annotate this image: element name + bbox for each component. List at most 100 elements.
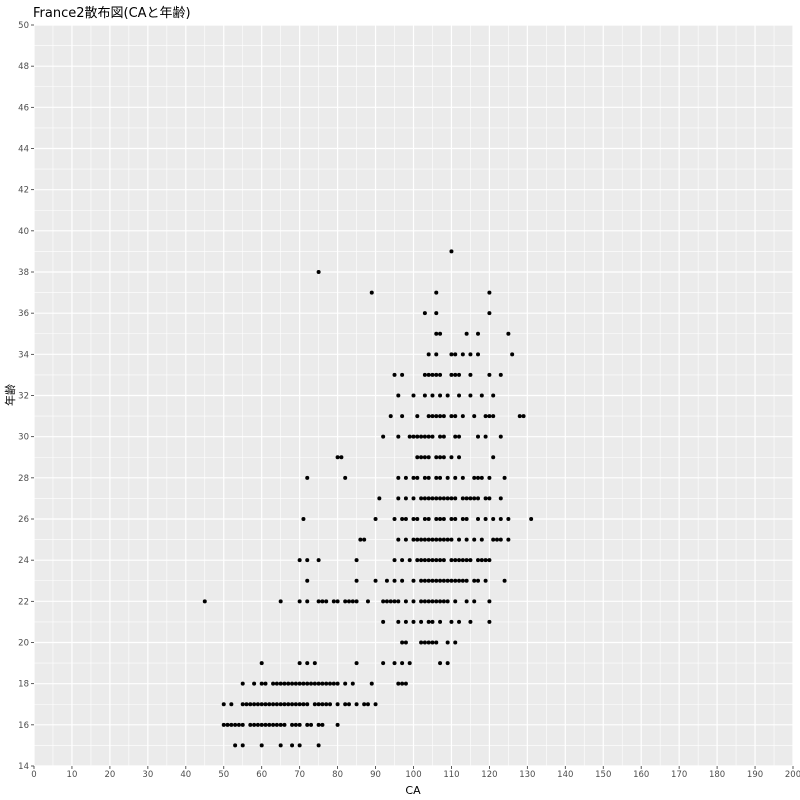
- data-point: [441, 558, 446, 563]
- data-point: [453, 372, 458, 377]
- data-point: [400, 372, 405, 377]
- data-point: [460, 475, 465, 480]
- data-point: [343, 475, 348, 480]
- data-point: [449, 619, 454, 624]
- y-tick-label: 28: [18, 474, 29, 484]
- data-point: [278, 599, 283, 604]
- data-point: [434, 455, 439, 460]
- data-point: [498, 372, 503, 377]
- data-point: [453, 599, 458, 604]
- data-point: [426, 619, 431, 624]
- data-point: [434, 475, 439, 480]
- data-point: [392, 558, 397, 563]
- data-point: [373, 517, 378, 521]
- data-point: [400, 558, 405, 563]
- data-point: [316, 743, 321, 748]
- data-point: [483, 558, 488, 563]
- data-point: [422, 372, 427, 377]
- data-point: [494, 537, 499, 542]
- data-point: [434, 640, 439, 645]
- data-point: [502, 475, 507, 480]
- data-point: [293, 722, 298, 727]
- y-tick-label: 24: [18, 556, 29, 566]
- data-point: [392, 578, 397, 583]
- data-point: [354, 661, 359, 666]
- data-point: [468, 393, 473, 398]
- y-axis-title: 年齢: [3, 384, 17, 406]
- data-point: [381, 619, 386, 624]
- data-point: [479, 393, 484, 398]
- data-point: [449, 517, 454, 521]
- data-point: [510, 352, 515, 357]
- data-point: [301, 681, 306, 686]
- data-point: [479, 537, 484, 542]
- data-point: [328, 702, 333, 707]
- data-point: [441, 517, 446, 521]
- data-point: [438, 393, 443, 398]
- data-point: [483, 414, 488, 419]
- data-point: [274, 722, 279, 727]
- data-point: [309, 681, 314, 686]
- data-point: [346, 702, 351, 707]
- y-tick-label: 40: [18, 227, 29, 237]
- x-tick-label: 120: [481, 770, 497, 780]
- data-point: [453, 640, 458, 645]
- data-point: [221, 702, 226, 707]
- data-point: [438, 558, 443, 563]
- data-point: [419, 640, 424, 645]
- data-point: [392, 517, 397, 521]
- data-point: [434, 517, 439, 521]
- data-point: [476, 578, 481, 583]
- data-point: [434, 414, 439, 419]
- data-point: [259, 661, 264, 666]
- data-point: [426, 496, 431, 501]
- data-point: [255, 722, 260, 727]
- data-point: [282, 681, 287, 686]
- data-point: [396, 393, 401, 398]
- data-point: [476, 517, 481, 521]
- data-point: [362, 702, 367, 707]
- data-point: [381, 661, 386, 666]
- y-tick-label: 50: [18, 21, 29, 31]
- data-point: [331, 681, 336, 686]
- data-point: [457, 619, 462, 624]
- data-point: [252, 681, 257, 686]
- data-point: [487, 599, 492, 604]
- data-point: [335, 722, 340, 727]
- data-point: [415, 517, 420, 521]
- data-point: [438, 331, 443, 336]
- data-point: [290, 722, 295, 727]
- data-point: [453, 434, 458, 439]
- data-point: [422, 578, 427, 583]
- data-point: [472, 414, 477, 419]
- data-point: [476, 331, 481, 336]
- data-point: [438, 455, 443, 460]
- data-point: [290, 743, 295, 748]
- data-point: [301, 517, 306, 521]
- x-axis-title: CA: [405, 784, 421, 797]
- data-point: [240, 681, 245, 686]
- x-tick-label: 180: [709, 770, 725, 780]
- data-point: [422, 599, 427, 604]
- data-point: [297, 599, 302, 604]
- data-point: [316, 599, 321, 604]
- data-point: [324, 599, 329, 604]
- data-point: [491, 537, 496, 542]
- data-point: [271, 702, 276, 707]
- data-point: [400, 681, 405, 686]
- data-point: [468, 372, 473, 377]
- data-point: [464, 558, 469, 563]
- data-point: [438, 414, 443, 419]
- data-point: [472, 475, 477, 480]
- data-point: [384, 599, 389, 604]
- data-point: [221, 722, 226, 727]
- data-point: [457, 372, 462, 377]
- data-point: [498, 434, 503, 439]
- data-point: [229, 722, 234, 727]
- y-tick-label: 46: [18, 103, 29, 113]
- data-point: [419, 434, 424, 439]
- data-point: [407, 558, 412, 563]
- data-point: [373, 578, 378, 583]
- data-point: [426, 578, 431, 583]
- data-point: [354, 558, 359, 563]
